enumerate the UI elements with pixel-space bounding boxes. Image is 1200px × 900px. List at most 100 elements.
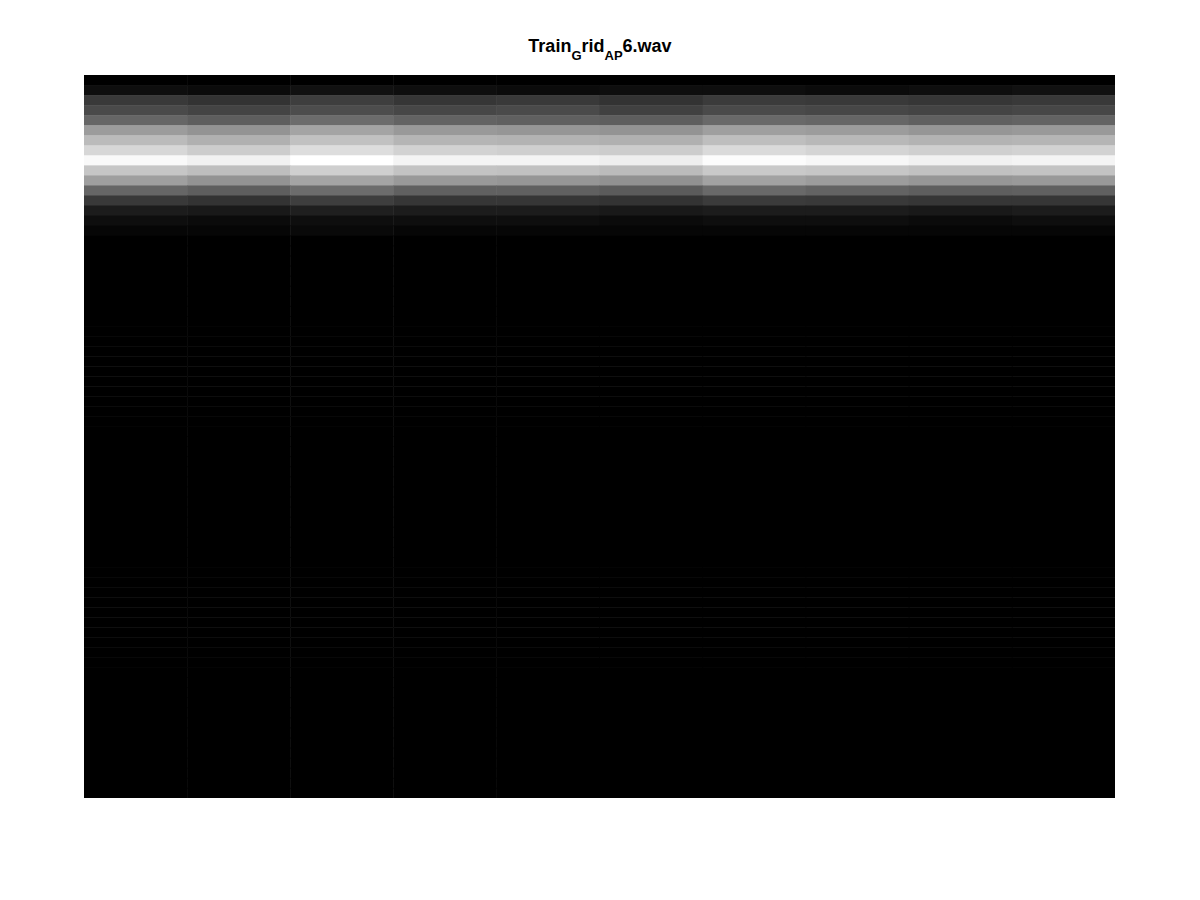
heat-cell — [84, 447, 188, 458]
heat-cell — [84, 276, 188, 287]
heat-cell — [806, 688, 910, 699]
heat-cell — [393, 497, 497, 508]
heat-cell — [187, 125, 291, 136]
heat-cell — [909, 165, 1013, 176]
heat-cell — [187, 75, 291, 86]
heat-cell — [290, 587, 394, 598]
heat-cell — [187, 366, 291, 377]
heat-cell — [909, 145, 1013, 156]
heat-cell — [496, 497, 600, 508]
heat-cell — [393, 95, 497, 106]
heat-cell — [909, 346, 1013, 357]
heat-cell — [496, 778, 600, 789]
heat-cell — [600, 226, 704, 237]
heat-cell — [290, 236, 394, 247]
heat-cell — [290, 497, 394, 508]
heat-cell — [1012, 617, 1115, 628]
heat-cell — [600, 115, 704, 126]
heat-cell — [909, 567, 1013, 578]
heat-cell — [290, 216, 394, 227]
heat-cell — [703, 396, 807, 407]
heat-cell — [187, 517, 291, 528]
heat-cell — [1012, 627, 1115, 638]
heat-cell — [84, 667, 188, 678]
heat-cell — [290, 356, 394, 367]
heat-cell — [393, 75, 497, 86]
plot-area — [84, 75, 1116, 799]
heat-cell — [187, 547, 291, 558]
heat-cell — [393, 547, 497, 558]
heat-cell — [1012, 95, 1115, 106]
heat-cell — [703, 758, 807, 769]
heat-cell — [187, 647, 291, 658]
heat-cell — [600, 647, 704, 658]
heat-cell — [290, 196, 394, 207]
heat-cell — [290, 366, 394, 377]
heat-cell — [496, 376, 600, 387]
heat-cell — [600, 497, 704, 508]
heat-cell — [600, 356, 704, 367]
heat-cell — [187, 718, 291, 729]
heat-cell — [806, 597, 910, 608]
heat-cell — [1012, 457, 1115, 468]
heat-cell — [909, 507, 1013, 518]
heat-cell — [909, 497, 1013, 508]
heat-cell — [806, 85, 910, 96]
heat-cell — [290, 617, 394, 628]
heat-cell — [600, 165, 704, 176]
heat-cell — [187, 316, 291, 327]
heat-cell — [290, 637, 394, 648]
heat-cell — [187, 487, 291, 498]
heat-cell — [290, 607, 394, 618]
heat-cell — [806, 447, 910, 458]
heat-cell — [1012, 487, 1115, 498]
heat-cell — [84, 226, 188, 237]
heat-cell — [909, 95, 1013, 106]
heat-cell — [84, 105, 188, 116]
heat-cell — [1012, 276, 1115, 287]
heat-cell — [1012, 75, 1115, 86]
heat-cell — [909, 296, 1013, 307]
heat-cell — [187, 246, 291, 257]
heat-cell — [1012, 718, 1115, 729]
heat-cell — [600, 738, 704, 749]
heat-cell — [84, 507, 188, 518]
heat-cell — [290, 105, 394, 116]
heat-cell — [909, 316, 1013, 327]
heat-cell — [84, 698, 188, 709]
heat-cell — [1012, 236, 1115, 247]
heat-cell — [1012, 758, 1115, 769]
heat-cell — [600, 346, 704, 357]
heat-cell — [290, 426, 394, 437]
heat-cell — [187, 437, 291, 448]
heat-cell — [1012, 316, 1115, 327]
heat-cell — [187, 296, 291, 307]
heat-cell — [496, 557, 600, 568]
heat-cell — [703, 416, 807, 427]
heat-cell — [496, 276, 600, 287]
heat-cell — [496, 185, 600, 196]
heat-cell — [909, 708, 1013, 719]
heat-cell — [84, 175, 188, 186]
heat-cell — [84, 306, 188, 317]
heat-cell — [187, 426, 291, 437]
heat-cell — [600, 376, 704, 387]
heat-cell — [1012, 266, 1115, 277]
heat-cell — [290, 246, 394, 257]
heat-cell — [393, 637, 497, 648]
heat-cell — [187, 216, 291, 227]
heat-cell — [1012, 587, 1115, 598]
title-part: 6.wav — [623, 36, 672, 56]
heat-cell — [84, 406, 188, 417]
heat-cell — [703, 306, 807, 317]
heat-cell — [84, 547, 188, 558]
heat-cell — [909, 477, 1013, 488]
heat-cell — [496, 758, 600, 769]
heat-cell — [187, 386, 291, 397]
heat-cell — [909, 547, 1013, 558]
heat-cell — [187, 537, 291, 548]
heat-cell — [393, 507, 497, 518]
heat-cell — [703, 286, 807, 297]
heat-cell — [187, 196, 291, 207]
heat-cell — [496, 768, 600, 779]
